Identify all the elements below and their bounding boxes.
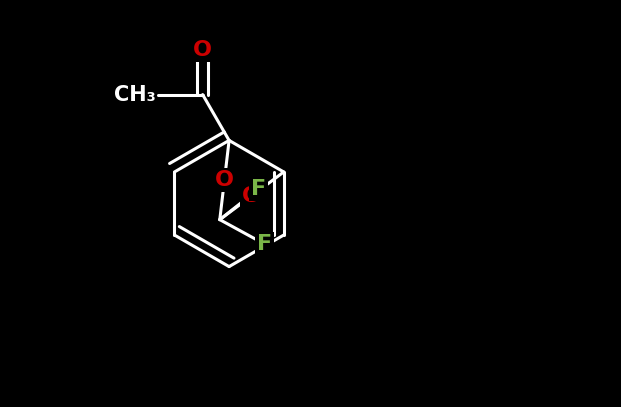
Text: O: O: [215, 170, 234, 190]
Text: O: O: [242, 186, 261, 206]
Text: CH₃: CH₃: [114, 85, 156, 105]
Text: F: F: [257, 234, 272, 254]
Text: F: F: [251, 179, 266, 199]
Text: O: O: [193, 40, 212, 60]
